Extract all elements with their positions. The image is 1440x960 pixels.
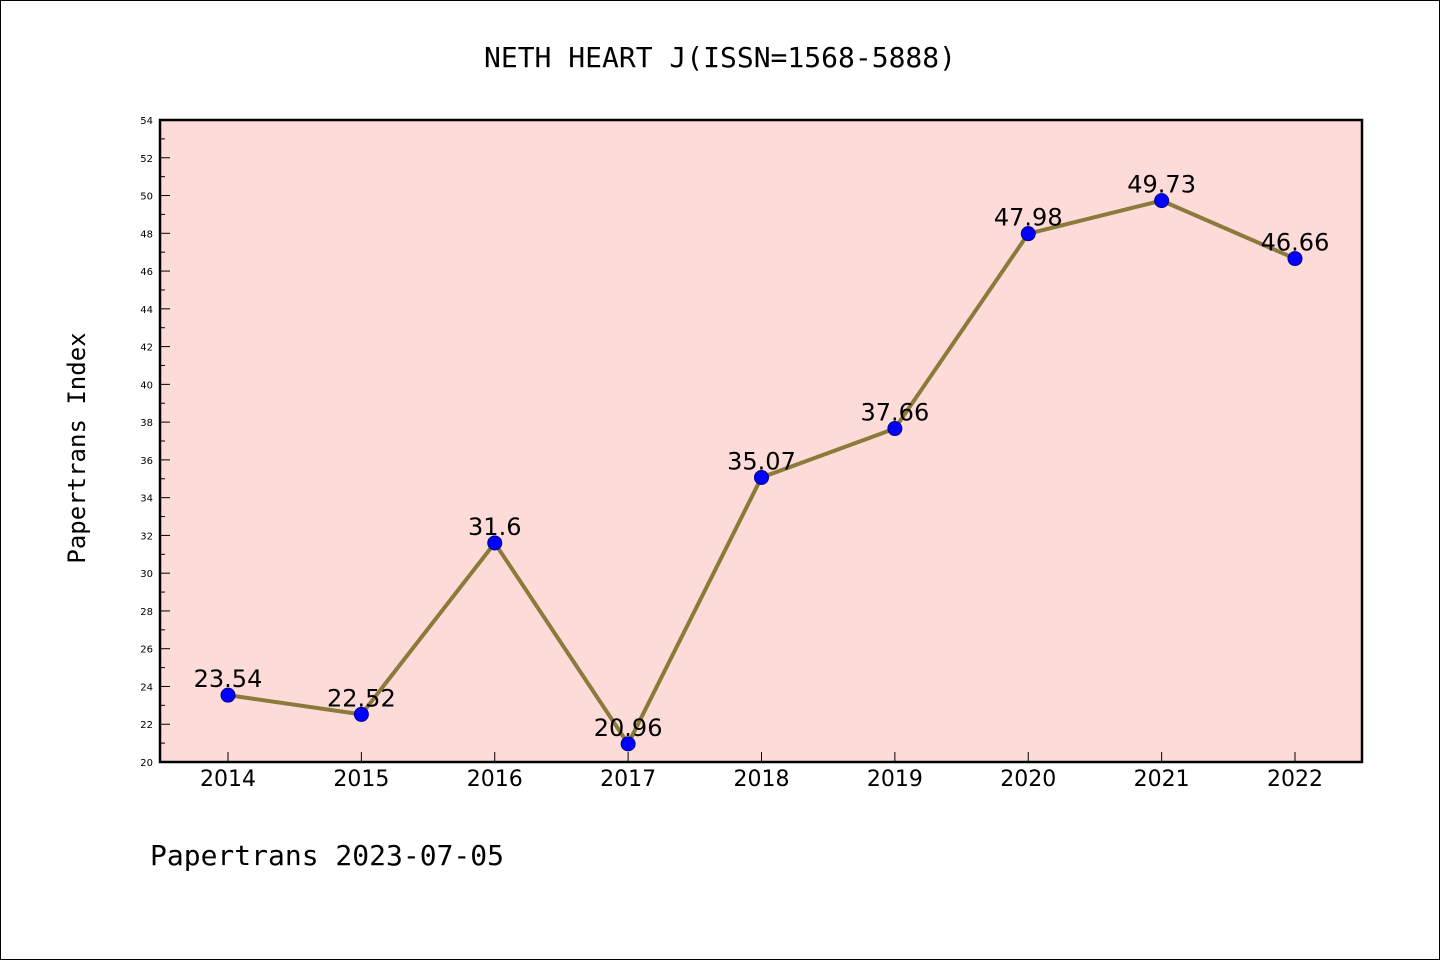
x-tick-label: 2017	[600, 767, 656, 792]
y-tick-label: 38	[140, 418, 153, 429]
y-tick-label: 20	[140, 758, 153, 769]
data-label: 31.6	[468, 513, 521, 541]
data-point	[220, 687, 236, 703]
data-label: 20.96	[594, 714, 663, 742]
data-labels: 23.54 22.52 31.6 20.96 35.07 37.66 47.98 49.73 4…	[194, 171, 1330, 742]
y-axis-label: Papertrans Index	[63, 332, 91, 563]
x-tick-label: 2014	[200, 767, 256, 792]
y-tick-label: 26	[140, 645, 153, 656]
y-tick-label: 54	[140, 116, 153, 127]
data-label: 47.98	[994, 204, 1063, 232]
y-tick-label: 22	[140, 720, 153, 731]
x-tick-label: 2015	[333, 767, 389, 792]
x-tick-label: 2020	[1000, 767, 1056, 792]
data-label: 46.66	[1261, 229, 1330, 257]
y-tick-label: 50	[140, 192, 153, 203]
y-tick-label: 48	[140, 229, 153, 240]
data-point	[887, 421, 903, 437]
x-tick-label: 2016	[467, 767, 523, 792]
y-tick-label: 40	[140, 380, 153, 391]
data-point	[1154, 193, 1170, 209]
data-label: 37.66	[861, 399, 930, 427]
x-tick-label: 2019	[867, 767, 923, 792]
y-axis: 20 22 24 26 28 30 32 34 36 38 40 42 44 46 48 50 52 54	[140, 116, 170, 769]
data-point	[620, 736, 636, 752]
data-label: 23.54	[194, 665, 263, 693]
plot-area	[158, 118, 1364, 764]
data-point	[487, 535, 503, 551]
data-label: 35.07	[727, 447, 796, 475]
data-points	[220, 193, 1303, 752]
y-tick-label: 30	[140, 569, 153, 580]
data-label: 49.73	[1127, 171, 1196, 199]
x-tick-label: 2022	[1267, 767, 1323, 792]
chart-title: NETH HEART J(ISSN=1568-5888)	[484, 41, 956, 74]
y-tick-label: 36	[140, 456, 153, 467]
x-tick-label: 2018	[734, 767, 790, 792]
data-label: 22.52	[327, 684, 396, 712]
footer-text: Papertrans 2023-07-05	[150, 839, 504, 872]
y-tick-label: 24	[140, 682, 153, 693]
data-point	[1020, 226, 1036, 242]
y-tick-label: 32	[140, 531, 153, 542]
x-tick-label: 2021	[1134, 767, 1190, 792]
data-point	[754, 469, 769, 485]
y-tick-label: 34	[140, 494, 153, 505]
y-tick-label: 52	[140, 154, 153, 165]
data-point	[353, 706, 369, 722]
y-tick-label: 46	[140, 267, 153, 278]
y-tick-label: 28	[140, 607, 153, 618]
x-axis: 2014 2015 2016 2017 2018 2019 2020 2021 2022	[200, 752, 1323, 792]
y-tick-label: 44	[140, 305, 153, 316]
y-tick-label: 42	[140, 343, 153, 354]
data-point	[1287, 251, 1303, 267]
